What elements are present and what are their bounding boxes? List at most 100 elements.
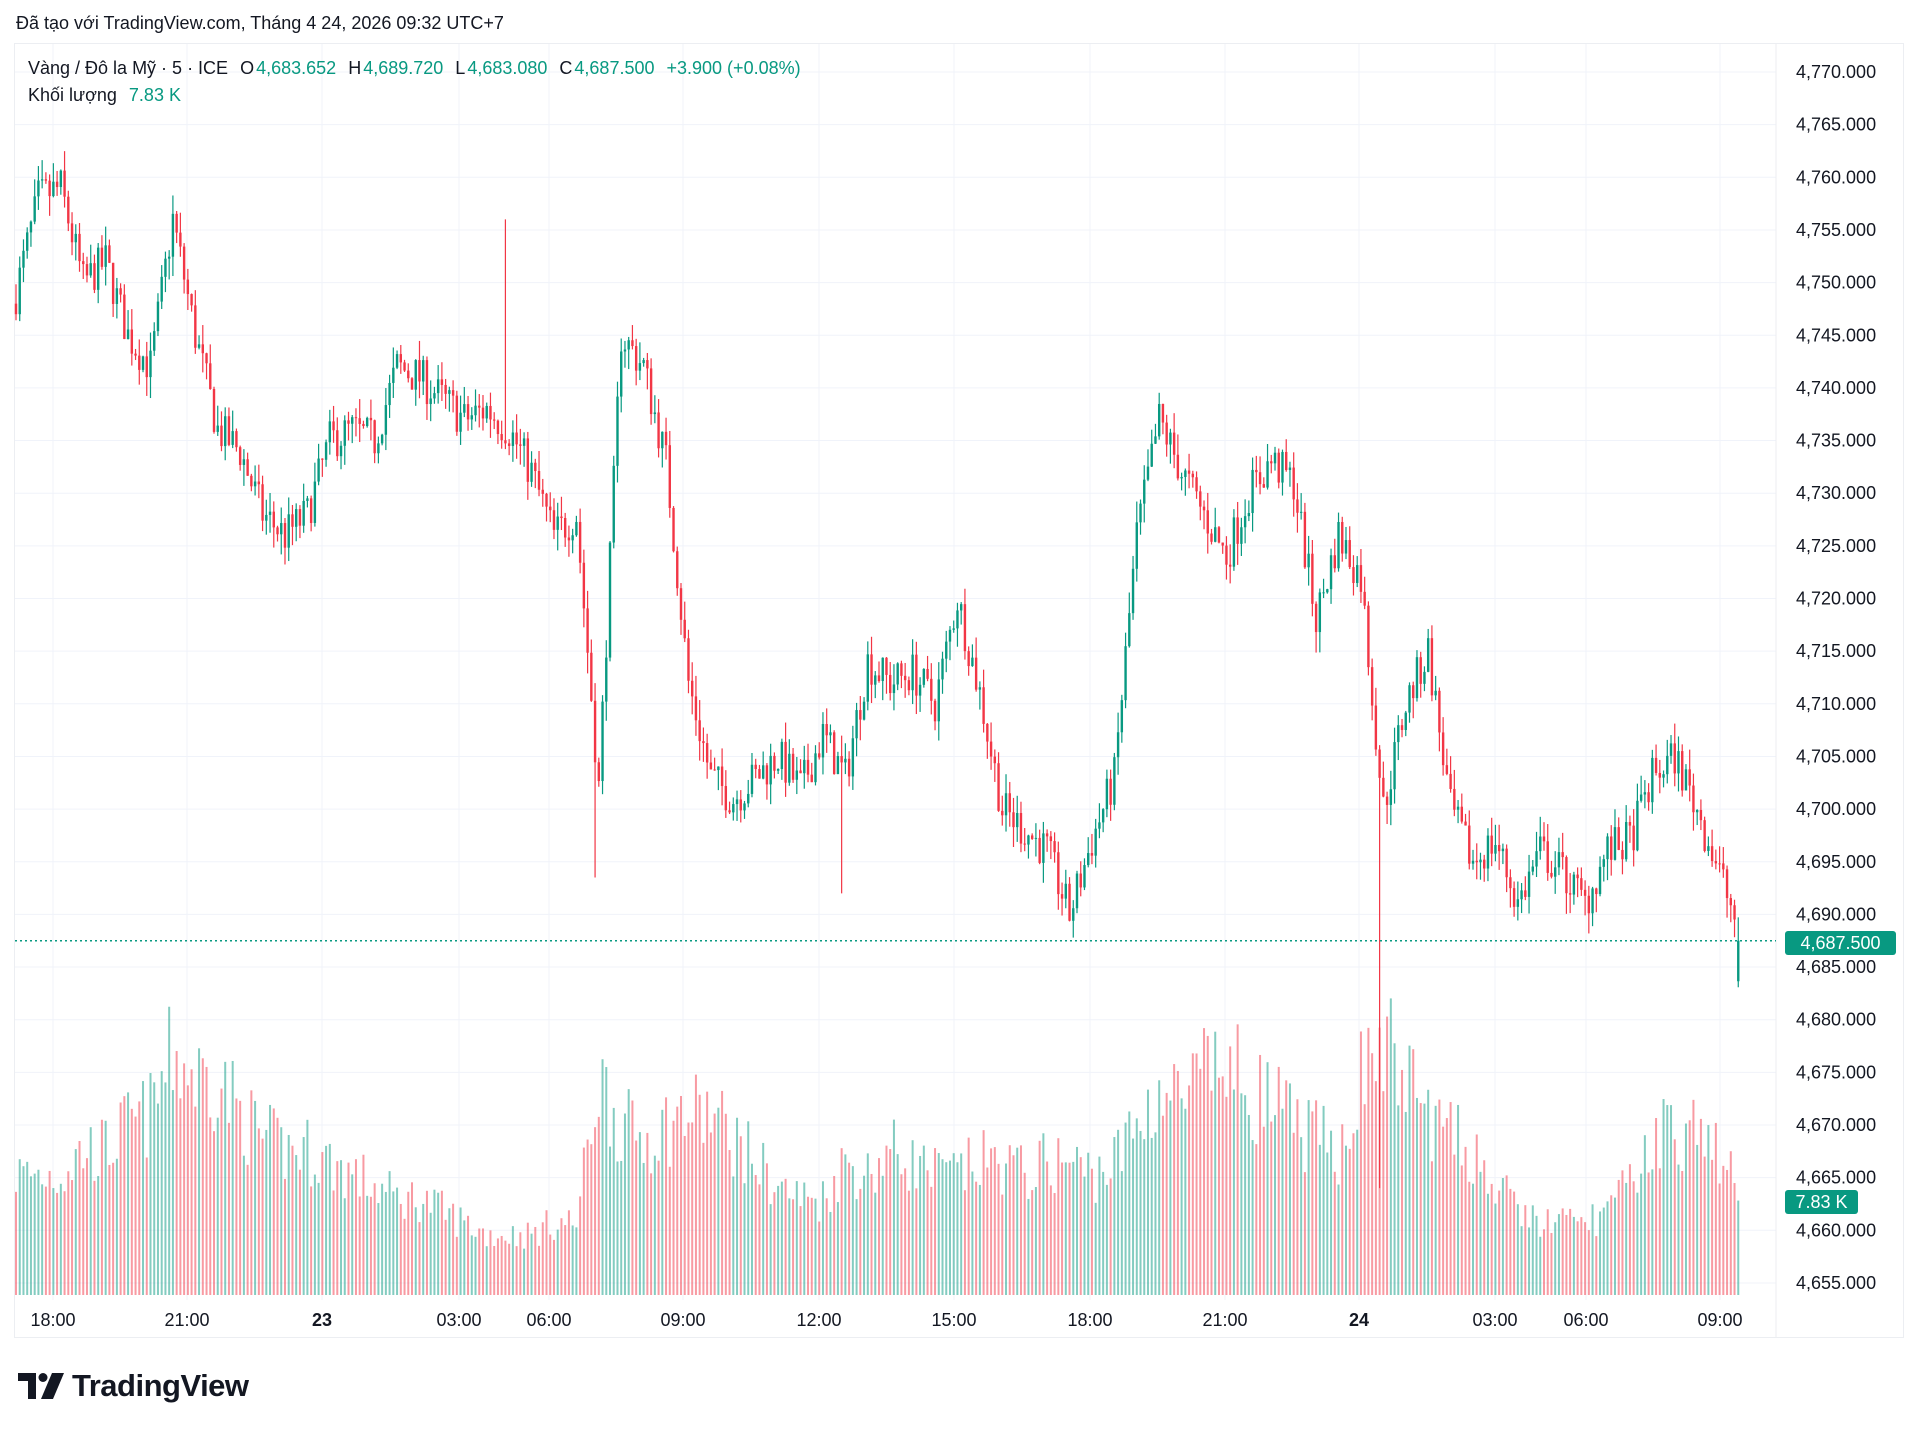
volume-bar	[183, 1063, 186, 1295]
ohlc-row: Vàng / Đô la Mỹ · 5 · ICE O 4,683.652 H 4,…	[28, 55, 803, 82]
candle-body	[930, 678, 933, 701]
volume-bar	[1079, 1157, 1082, 1295]
volume-bar	[396, 1187, 399, 1295]
candle-body	[309, 498, 313, 523]
candle-body	[440, 379, 444, 385]
high-value: 4,689.720	[363, 58, 444, 78]
candle-body	[33, 196, 36, 222]
volume-bar	[1262, 1126, 1265, 1295]
volume-bar	[590, 1144, 593, 1295]
candle-body	[1228, 564, 1232, 567]
volume-bar	[803, 1182, 806, 1295]
candle-body	[1479, 859, 1482, 863]
volume-bar	[545, 1210, 548, 1295]
tradingview-logo[interactable]: TradingView	[18, 1368, 249, 1404]
volume-bar	[67, 1171, 70, 1295]
volume-bar	[452, 1203, 455, 1295]
candle-body	[1157, 403, 1161, 437]
price-tick-label: 4,725.000	[1796, 536, 1876, 556]
volume-bar	[930, 1186, 933, 1295]
volume-bar	[478, 1228, 481, 1295]
volume-bar	[414, 1207, 417, 1295]
volume-bar	[773, 1192, 776, 1295]
candle-body	[1150, 443, 1153, 467]
candle-body	[89, 263, 92, 276]
candle-body	[1210, 533, 1213, 542]
volume-bar	[885, 1145, 888, 1295]
candle-body	[1367, 605, 1370, 668]
candle-body	[664, 431, 668, 446]
candle-body	[672, 507, 675, 552]
candle-body	[881, 657, 884, 682]
volume-bar	[1348, 1148, 1351, 1295]
volume-bar	[1457, 1104, 1460, 1295]
candle-body	[754, 764, 757, 770]
time-tick-label: 21:00	[1202, 1310, 1247, 1330]
volume-bar	[1072, 1161, 1075, 1295]
volume-label[interactable]: Khối lượng	[28, 85, 117, 105]
volume-bar	[814, 1198, 817, 1295]
candle-body	[952, 628, 955, 630]
chart-frame[interactable]	[14, 43, 1904, 1338]
candle-body	[1016, 813, 1019, 828]
candle-body	[1101, 809, 1105, 823]
candle-body	[907, 680, 911, 691]
candle-body	[384, 405, 388, 435]
candle-body	[100, 247, 104, 267]
volume-bar	[220, 1088, 223, 1295]
candle-body	[889, 674, 892, 694]
candle-body	[1651, 757, 1654, 803]
volume-bar	[310, 1186, 313, 1295]
candle-body	[418, 360, 421, 382]
candle-body	[1613, 827, 1617, 860]
candle-body	[1494, 845, 1497, 854]
volume-bar	[523, 1248, 526, 1295]
volume-bar	[145, 1157, 148, 1295]
volume-bar	[788, 1198, 791, 1295]
symbol-title[interactable]: Vàng / Đô la Mỹ · 5 · ICE	[28, 58, 229, 78]
volume-bar	[1330, 1130, 1333, 1295]
candle-body	[1344, 540, 1348, 554]
candle-body	[182, 246, 186, 280]
candle-body	[616, 396, 619, 466]
candle-body	[560, 516, 563, 519]
volume-bar	[1311, 1111, 1314, 1295]
candle-body	[563, 518, 567, 538]
candle-body	[978, 687, 982, 690]
volume-bar	[93, 1180, 96, 1295]
candle-body	[433, 393, 436, 399]
volume-bar	[1445, 1118, 1448, 1295]
candle-body	[903, 675, 907, 681]
volume-bar	[1621, 1170, 1624, 1295]
volume-bar	[325, 1145, 328, 1295]
candle-body	[661, 431, 664, 449]
volume-bar	[1247, 1114, 1250, 1295]
candle-body	[1699, 809, 1703, 821]
candle-body	[683, 619, 686, 639]
volume-bar	[1640, 1173, 1643, 1295]
candle-body	[414, 360, 417, 390]
price-tick-label: 4,670.000	[1796, 1115, 1876, 1135]
volume-bar	[1296, 1099, 1299, 1295]
low-label: L	[455, 58, 466, 78]
candle-body	[1288, 467, 1292, 471]
volume-bar	[870, 1173, 873, 1295]
time-tick-label: 06:00	[1563, 1310, 1608, 1330]
volume-bar	[683, 1135, 686, 1295]
candle-body	[1217, 527, 1221, 543]
candle-body	[351, 417, 354, 424]
candle-body	[855, 710, 858, 739]
candle-body	[22, 250, 25, 268]
candle-body	[1068, 883, 1071, 921]
volume-bar	[564, 1225, 567, 1295]
volume-bar	[960, 1153, 963, 1295]
volume-bar	[246, 1164, 249, 1295]
candle-body	[1120, 700, 1124, 733]
candle-body	[1348, 540, 1351, 568]
candle-body	[313, 481, 317, 523]
candle-body	[167, 256, 171, 259]
volume-bar	[1606, 1201, 1609, 1295]
candle-body	[365, 417, 369, 427]
candle-body	[1624, 822, 1628, 860]
